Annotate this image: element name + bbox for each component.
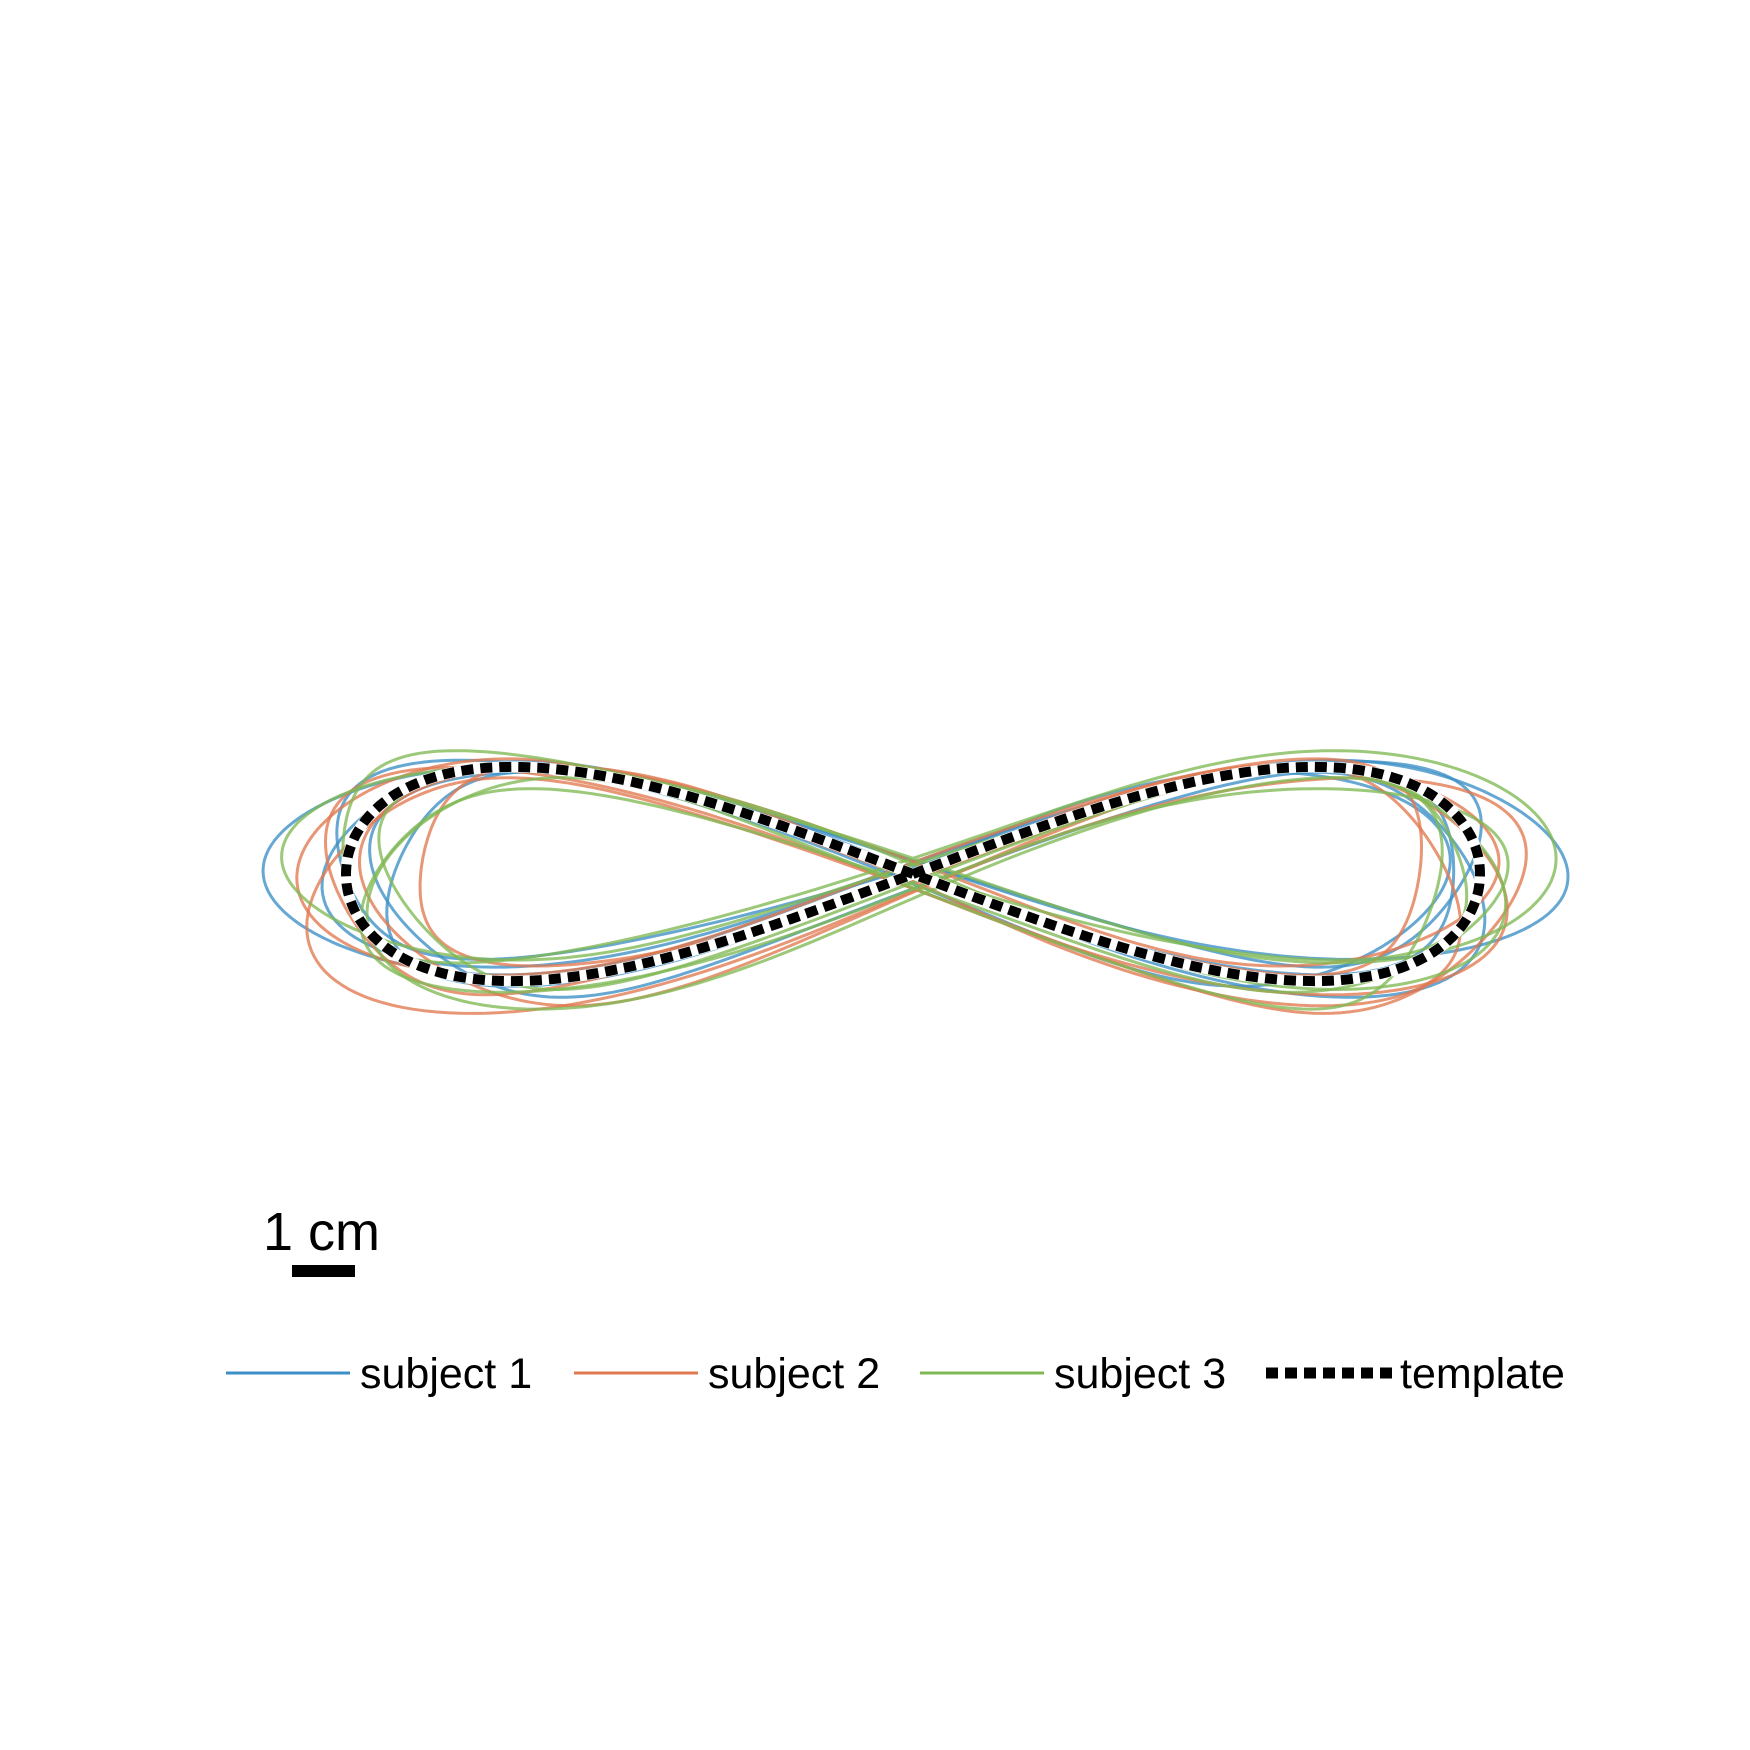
template-layer [346, 767, 1480, 981]
legend-label-subject-3: subject 3 [1054, 1350, 1226, 1398]
legend-label-template: template [1400, 1350, 1565, 1398]
legend: subject 1 subject 2 subject 3 template [226, 1350, 1565, 1398]
scale-bar: 1 cm [263, 1202, 380, 1277]
template-trace [346, 767, 1480, 981]
legend-label-subject-1: subject 1 [360, 1350, 532, 1398]
scale-bar-label: 1 cm [263, 1202, 380, 1262]
legend-label-subject-2: subject 2 [708, 1350, 880, 1398]
scale-bar-line [292, 1265, 355, 1277]
